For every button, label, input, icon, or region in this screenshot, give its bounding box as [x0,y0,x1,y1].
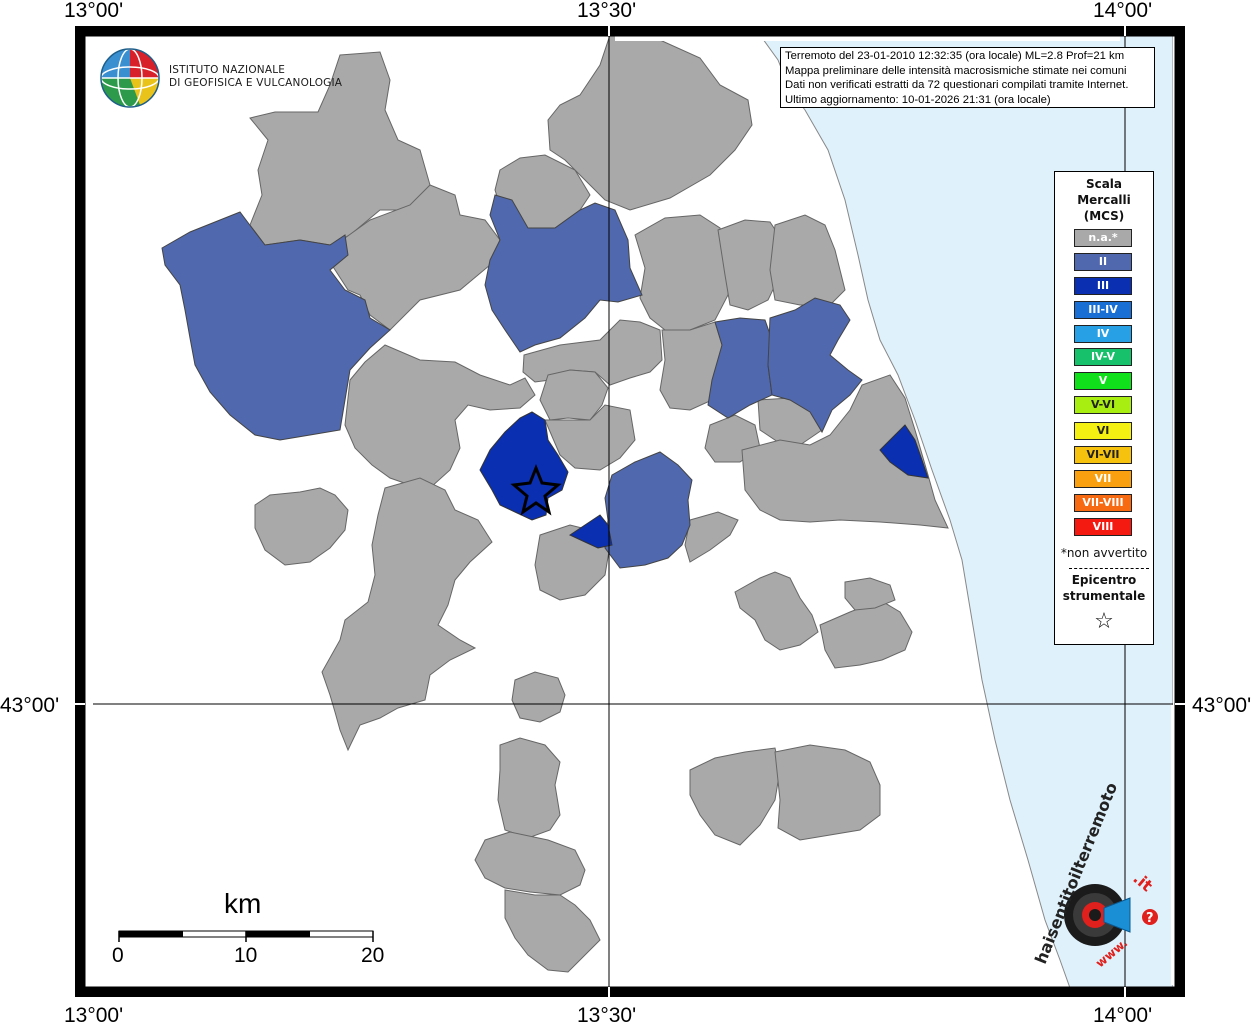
lon-label-bottom-left: 13°00' [64,1004,123,1024]
legend-title-line1: Scala [1085,177,1123,191]
municipalities-ii [161,194,863,569]
legend-title: Scala Mercalli (MCS) [1055,176,1153,224]
municipality-na [522,319,663,386]
municipality-iii [479,411,569,521]
lon-label-top-left: 13°00' [64,0,123,22]
municipality-iii [568,514,613,549]
legend-item-iv-v: IV-V [1074,348,1132,366]
municipality-na [254,487,349,566]
lon-label-top-mid: 13°30' [577,0,636,22]
legend-item-viii: VIII [1074,518,1132,536]
legend-item-ii: II [1074,253,1132,271]
municipality-na [734,571,819,651]
legend-item-iii-iv: III-IV [1074,301,1132,319]
legend-item-vi: VI [1074,422,1132,440]
municipality-ii [707,317,773,419]
municipality-na [544,404,636,471]
municipality-na [547,35,753,211]
legend-item-vii: VII [1074,470,1132,488]
legend-item-v: V [1074,372,1132,390]
legend-epicenter-line1: Epicentro [1071,573,1137,587]
earthquake-info-box: Terremoto del 23-01-2010 12:32:35 (ora l… [780,47,1155,108]
municipality-na [504,889,601,973]
legend-epicenter-line2: strumentale [1062,589,1146,603]
municipality-na [497,737,561,839]
globe-icon [100,48,160,108]
legend-item-iv: IV [1074,325,1132,343]
info-line-2: Mappa preliminare delle intensità macros… [785,64,1127,77]
municipalities-na [249,35,949,973]
municipality-ii [767,297,863,434]
epicenter-star-icon [510,463,562,516]
question-mark: ? [1146,911,1154,926]
info-line-4: Ultimo aggiornamento: 10-01-2026 21:31 (… [785,93,1051,106]
lat-label-left: 43°00' [0,694,59,717]
map-frame [75,26,1185,997]
scale-tick-20: 20 [361,944,385,967]
info-line-3: Dati non verificati estratti da 72 quest… [785,79,1129,92]
legend-item-vii-viii: VII-VIII [1074,494,1132,512]
municipality-na [684,511,739,563]
municipality-na [511,671,566,723]
municipalities-iii [479,411,929,549]
question-badge [1142,909,1158,925]
ingv-logo-line1: ISTITUTO NAZIONALE [169,64,286,76]
municipality-ii [484,194,643,353]
legend-title-line2: Mercalli [1077,193,1131,207]
lat-label-right: 43°00' [1192,694,1251,717]
lon-label-bottom-right: 14°00' [1093,1004,1152,1024]
lon-label-bottom-mid: 13°30' [577,1004,636,1024]
municipality-na [774,744,881,841]
target-megaphone-icon [1064,884,1131,946]
legend-item-vi-vii: VI-VII [1074,446,1132,464]
mcs-legend: Scala Mercalli (MCS) n.a.* II III III-IV… [1054,171,1154,645]
lon-label-top-right: 14°00' [1093,0,1152,22]
legend-item-v-vi: V-VI [1074,396,1132,414]
municipality-na [741,374,949,529]
scale-tick-10: 10 [234,944,258,967]
municipality-na [344,344,536,489]
legend-note: *non avvertito [1060,546,1148,560]
legend-title-line3: (MCS) [1083,209,1125,223]
municipality-na [539,369,609,421]
municipality-na [769,214,846,306]
municipality-iii [879,424,929,479]
municipality-na [634,214,731,331]
ingv-logo-text: ISTITUTO NAZIONALE DI GEOFISICA E VULCAN… [169,64,342,90]
legend-item-na: n.a.* [1074,229,1132,247]
legend-item-iii: III [1074,277,1132,295]
star-icon: ☆ [1094,609,1114,634]
municipality-na [474,831,586,896]
scale-tick-0: 0 [112,944,124,967]
municipality-na [689,747,781,846]
scale-unit-label: km [224,888,262,919]
ingv-logo-line2: DI GEOFISICA E VULCANOLOGIA [169,77,343,89]
legend-divider [1069,568,1149,569]
municipality-ii [161,211,391,441]
legend-epicenter-label: Epicentro strumentale [1055,572,1153,604]
info-line-1: Terremoto del 23-01-2010 12:32:35 (ora l… [785,50,1125,62]
municipality-na [844,577,896,611]
scale-bar [118,930,374,942]
